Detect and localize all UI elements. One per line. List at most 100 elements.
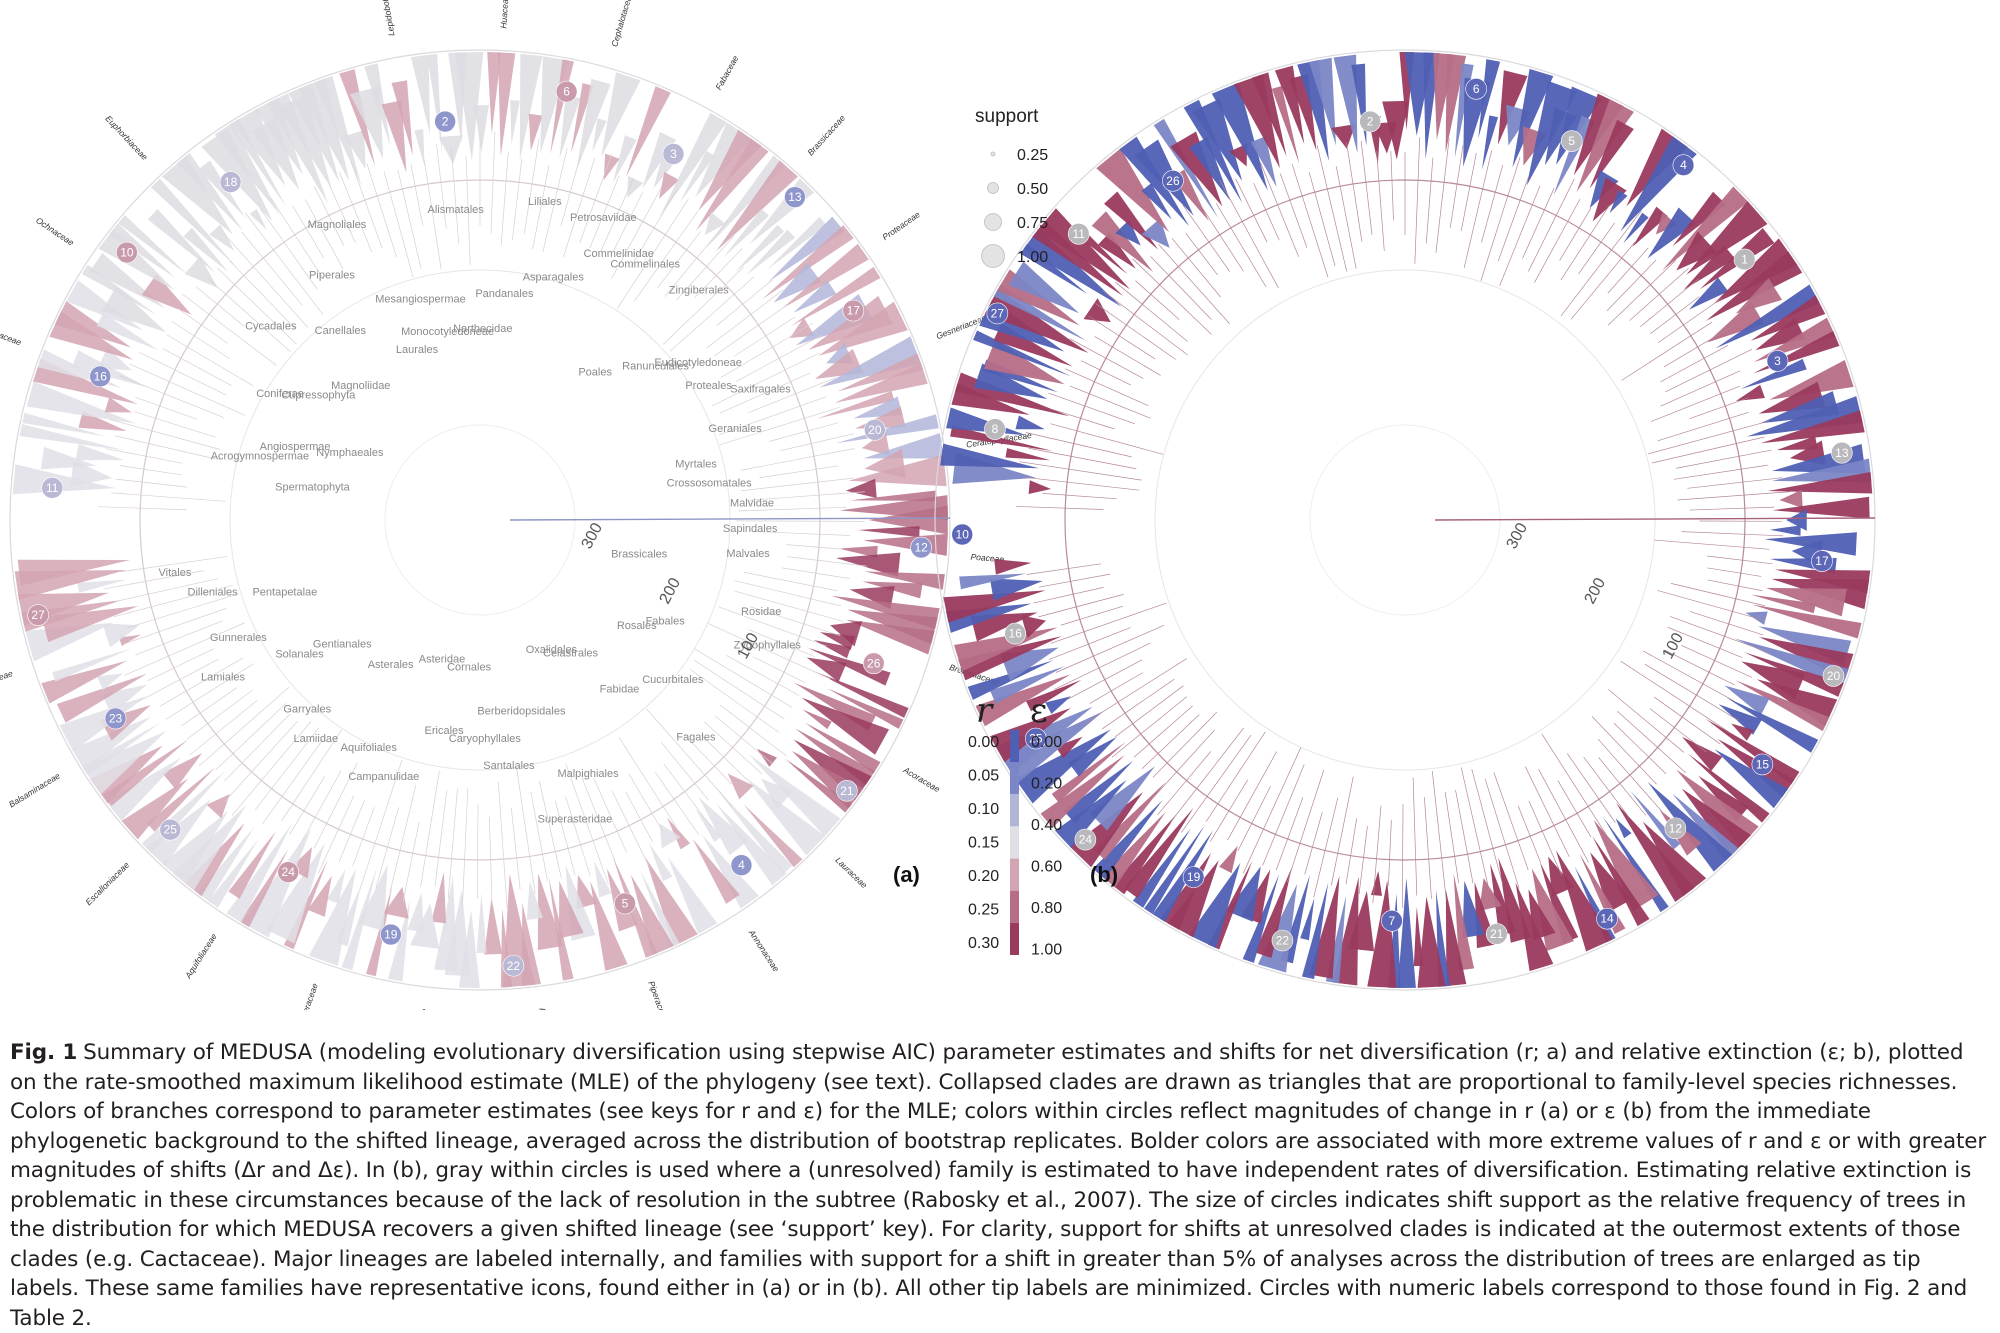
tip-family-label: Lepidobotryaceae [375,0,397,37]
internal-clade-label: Fagales [676,732,716,744]
shift-node-number: 18 [224,175,238,189]
panel-a-phylogeny: SpermatophytaAcrogymnospermaeAngiosperma… [0,0,1033,1010]
collapsed-clade-triangle [1398,878,1416,988]
internal-clade-label: Laurales [396,344,439,356]
tip-family-label: Ochnaceae [34,215,76,248]
tree-branch [1112,697,1187,758]
shift-node-number: 15 [1756,757,1770,771]
shift-node-circle: 14 [1597,908,1618,929]
collapsed-clade-triangle [474,105,489,152]
tree-branch [786,545,843,550]
tree-branch [1652,437,1765,463]
shift-node-circle: 3 [663,143,684,164]
axis-tick-label: 200 [657,575,685,607]
tree-branch [1228,752,1277,841]
tip-family-label: Brassicaceae [805,113,847,158]
shift-node-circle: 18 [220,172,241,193]
shift-node-circle: 27 [987,303,1008,324]
shift-node-circle: 16 [90,366,111,387]
tree-branch [1336,166,1356,268]
collapsed-clade-triangle [477,893,487,953]
shift-node-circle: 19 [1183,867,1204,888]
tree-branch [215,703,286,770]
tip-family-label: Acoraceae [901,764,942,794]
support-legend-value-2: 0.50 [1017,181,1048,198]
tree-branch [1054,643,1150,690]
internal-clade-label: Malvales [726,548,770,560]
collapsed-clade-triangle [484,898,502,954]
shift-node-number: 19 [1187,870,1201,884]
shift-node-circle: 2 [1360,111,1381,132]
tree-branch [721,323,812,377]
tree-branch [517,768,536,894]
shift-node-number: 13 [788,190,802,204]
tree-branch [136,397,197,419]
tree-branch [271,198,322,277]
support-legend-value-3: 0.75 [1017,215,1048,232]
tree-branch [539,781,561,878]
shift-node-number: 6 [1473,82,1480,96]
tree-branch [1102,679,1174,729]
tip-family-label: Annonaceae [746,927,781,974]
tree-branch [498,782,507,908]
tree-branch [1645,664,1738,720]
shift-node-number: 14 [1600,912,1614,926]
r-legend-value: 0.00 [968,734,999,751]
collapsed-clade-triangle [414,129,424,166]
tree-branch [1402,804,1403,908]
tip-family-label: Euphorbiaceae [103,113,150,162]
tree-branch [1236,179,1268,243]
tree-branch [127,594,239,628]
tree-branch [1648,421,1769,454]
tree-branch [1331,777,1353,886]
tree-branch [1481,165,1502,242]
support-legend-dot-1 [991,152,995,156]
tree-branch [1415,137,1420,264]
tree-branch [744,572,838,591]
color-legend-swatch [1010,730,1019,762]
collapsed-clade-triangle [1084,298,1111,322]
shift-node-circle: 10 [952,524,973,545]
tree-branch [1690,398,1749,419]
tree-branch [1061,606,1123,625]
collapsed-clade-triangle [1219,846,1238,873]
tree-branch [1671,583,1765,605]
internal-clade-label: Alismatales [428,204,485,216]
shift-node-number: 19 [384,928,398,942]
shift-node-number: 5 [1568,134,1575,148]
shift-node-circle: 5 [615,893,636,914]
r-legend-value: 0.05 [968,768,999,785]
tree-branch [1654,540,1769,549]
tree-branch [489,817,492,899]
tree-branch [477,805,478,899]
internal-clade-label: Zingiberales [669,284,729,296]
shift-node-number: 16 [1009,627,1023,641]
collapsed-clade-triangle [1142,218,1170,248]
tree-branch [1571,242,1635,319]
support-legend-title: support [975,106,1039,127]
tree-branch [182,688,237,726]
tree-branch [1280,174,1307,248]
tree-mid-ring [140,180,820,860]
panel-a-label: (a) [893,862,920,887]
internal-clade-label: Oxalidales [526,644,578,656]
axis-tick-label: 200 [1582,575,1610,607]
tree-branch [1494,773,1528,870]
collapsed-clade-triangle [1029,480,1051,494]
tree-branch [178,309,228,344]
axis-tick-label: 300 [579,520,607,552]
tree-branch [629,773,663,830]
internal-clade-label: Mesangiospermae [375,294,466,306]
shift-node-number: 12 [914,541,928,555]
tree-branch [225,721,298,801]
shift-node-number: 23 [109,711,123,725]
tree-branch [1026,432,1132,456]
tree-branch [1690,507,1775,510]
tree-branch [1650,297,1699,334]
tree-branch [367,164,397,258]
internal-clade-label: Asparagales [523,272,585,284]
shift-node-circle: 22 [503,955,524,976]
internal-clade-label: Geraniales [709,423,763,435]
internal-clade-label: Malpighiales [557,768,619,780]
